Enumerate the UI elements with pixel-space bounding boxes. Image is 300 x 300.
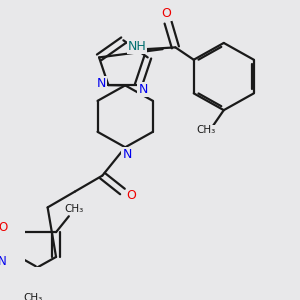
Text: N: N <box>122 148 132 161</box>
Text: N: N <box>96 77 106 90</box>
Text: NH: NH <box>128 40 146 53</box>
Text: N: N <box>138 83 148 96</box>
Text: CH₃: CH₃ <box>196 125 215 136</box>
Text: O: O <box>161 7 171 20</box>
Text: CH₃: CH₃ <box>23 292 43 300</box>
Text: CH₃: CH₃ <box>65 204 84 214</box>
Text: O: O <box>127 188 136 202</box>
Text: N: N <box>0 255 7 268</box>
Text: O: O <box>0 221 7 234</box>
